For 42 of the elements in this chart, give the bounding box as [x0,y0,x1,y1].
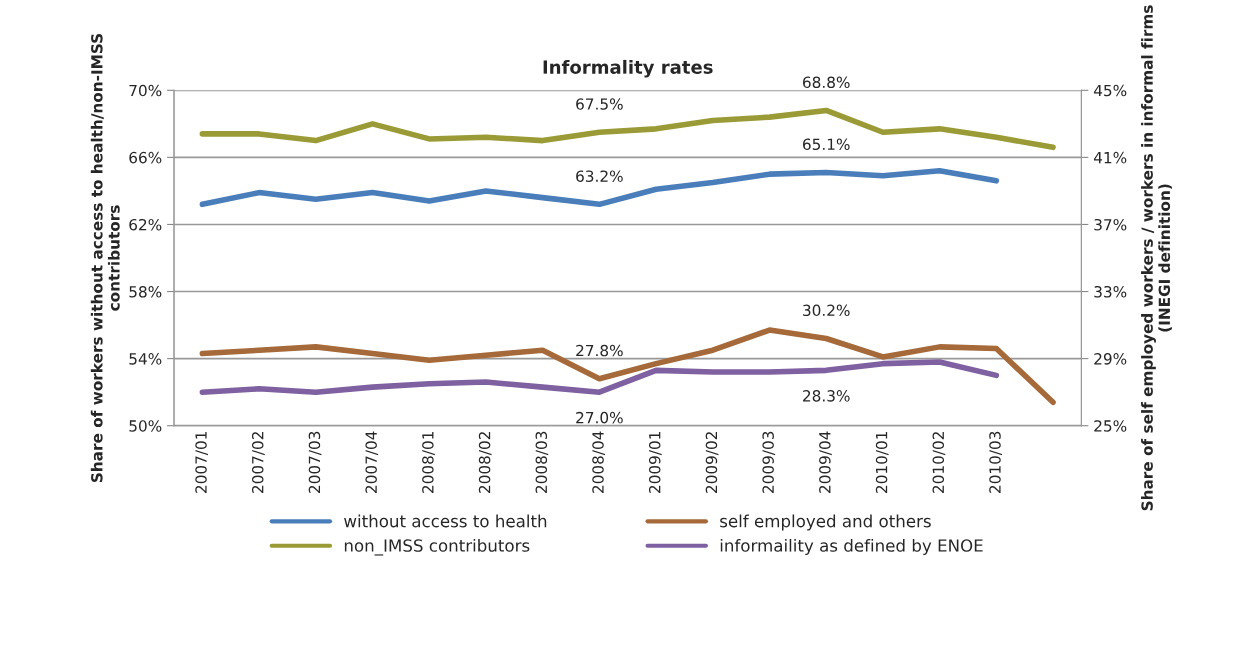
data-label: 65.1% [803,138,850,151]
data-label: 63.2% [576,170,623,182]
legend-label: non_IMSS contributors [344,538,530,556]
y-tick-label: 54% [129,353,162,365]
data-label: 28.3% [803,390,850,402]
y-axis-title: Share of workers without access to health/non-IMSS contributors [90,33,120,483]
legend-label: self employed and others [720,514,931,531]
x-tick-label: 2008/03 [535,431,549,493]
y-tick-label: 70% [129,84,162,97]
data-label: 67.5% [576,98,623,110]
y-tick-label: 50% [129,420,162,432]
y2-tick-label: 25% [1094,420,1127,432]
x-tick-label: 2010/03 [989,431,1002,493]
y2-tick-label: 33% [1094,286,1127,298]
x-tick-label: 2008/02 [478,432,492,493]
x-tick-label: 2010/02 [932,432,946,493]
x-tick-label: 2008/04 [592,431,605,493]
data-label: 30.2% [803,304,850,317]
x-tick-label: 2009/04 [819,431,832,493]
y2-axis-title: Share of self employed workers / workers in informal firms (INEGI definition) [1141,5,1172,511]
chart-title: Informality rates [543,59,713,78]
y2-tick-label: 29% [1094,353,1127,365]
y2-tick-label: 37% [1094,218,1127,231]
legend-label: informaility as defined by ENOE [720,538,983,556]
y-tick-label: 58% [129,286,162,298]
x-tick-label: 2009/01 [648,431,662,493]
x-tick-label: 2007/02 [251,432,265,493]
y-tick-label: 66% [129,151,162,164]
x-tick-label: 2008/01 [422,431,435,493]
x-tick-label: 2007/01 [195,431,209,493]
x-tick-label: 2009/02 [705,432,719,493]
y-tick-label: 62% [129,218,162,231]
data-label: 27.0% [576,411,623,424]
legend-label: without access to health [344,514,547,528]
x-tick-label: 2010/01 [875,431,889,493]
x-tick-label: 2007/03 [308,431,322,493]
y2-tick-label: 41% [1093,151,1127,164]
x-tick-label: 2007/04 [365,431,379,493]
data-label: 68.8% [803,76,850,89]
data-label: 27.8% [576,344,623,357]
x-tick-label: 2009/03 [762,431,776,493]
y2-tick-label: 45% [1093,84,1127,97]
